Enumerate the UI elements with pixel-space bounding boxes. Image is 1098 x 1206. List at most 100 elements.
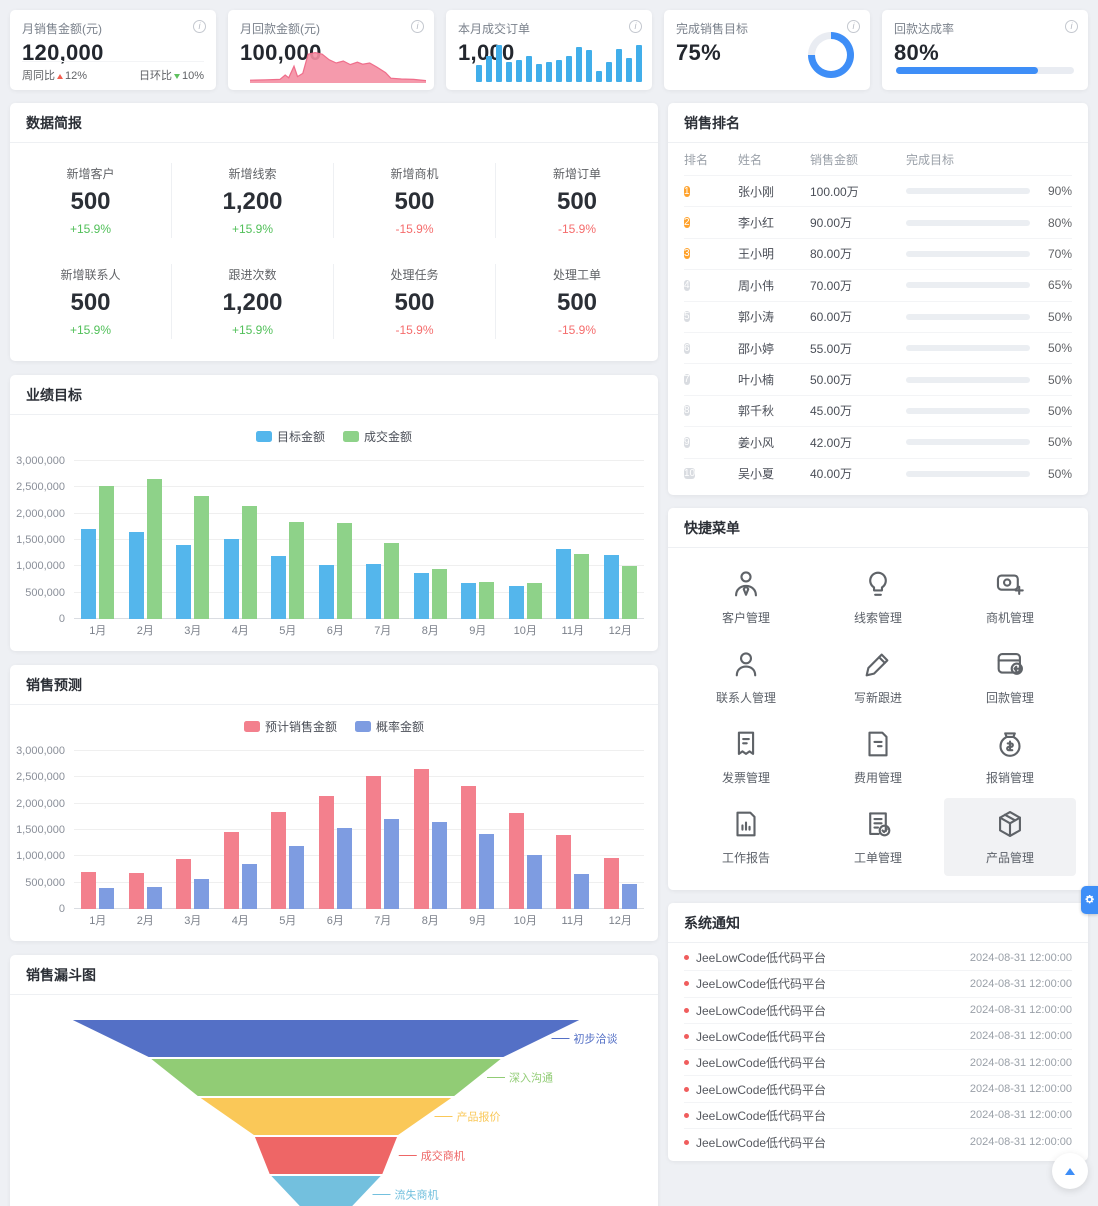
menu-item[interactable]: 报销管理 — [944, 718, 1076, 796]
up-triangle-icon — [57, 74, 63, 79]
salesperson-name: 王小明 — [738, 247, 775, 262]
bar-group — [312, 461, 360, 619]
notice-item[interactable]: JeeLowCode低代码平台 2024-08-31 12:00:00 — [684, 971, 1072, 998]
x-axis-label: 11月 — [561, 915, 584, 927]
notice-time: 2024-08-31 12:00:00 — [969, 1004, 1072, 1017]
menu-item[interactable]: 回款管理 — [944, 638, 1076, 716]
salesperson-name: 郭小涛 — [738, 310, 775, 325]
menu-item-label: 费用管理 — [853, 771, 902, 786]
brief-item-delta: -15.9% — [557, 323, 597, 337]
area-sparkline-chart — [249, 39, 427, 85]
notice-item[interactable]: JeeLowCode低代码平台 2024-08-31 12:00:00 — [684, 1103, 1072, 1129]
rank-badge-cell: 6 — [684, 340, 738, 357]
progress-track — [906, 250, 1030, 257]
notice-item[interactable]: JeeLowCode低代码平台 2024-08-31 12:00:00 — [684, 1050, 1072, 1077]
brief-item-delta: -15.9% — [557, 222, 597, 236]
target-progress — [906, 376, 1030, 383]
ranking-row: 4 周小伟 70.00万 65% — [684, 269, 1072, 300]
menu-item[interactable]: 发票管理 — [680, 718, 812, 796]
package-box-icon — [993, 807, 1027, 841]
x-axis-label: 7月 — [374, 625, 392, 637]
brief-item: 处理工单 500 -15.9% — [496, 264, 658, 339]
left-column: 数据简报 新增客户 500 +15.9% 新增线索 1,200 +15.9% 新增商机 500… — [10, 103, 658, 1206]
y-tick-label: 2,500,000 — [16, 771, 65, 784]
notice-time: 2024-08-31 12:00:00 — [969, 951, 1072, 964]
info-icon[interactable]: i — [193, 20, 206, 33]
rank-badge-cell: 9 — [684, 434, 738, 451]
bar-series-1 — [479, 834, 495, 909]
gridline — [74, 539, 644, 540]
notice-item[interactable]: JeeLowCode低代码平台 2024-08-31 12:00:00 — [684, 1024, 1072, 1051]
notice-item[interactable]: JeeLowCode低代码平台 2024-08-31 12:00:00 — [684, 945, 1072, 972]
menu-item[interactable]: 联系人管理 — [680, 638, 812, 716]
notice-left: JeeLowCode低代码平台 — [684, 949, 826, 966]
back-to-top-button[interactable] — [1052, 1153, 1088, 1189]
menu-item[interactable]: 线索管理 — [812, 558, 944, 636]
stat-card-collection-rate: 回款达成率 i 80% — [882, 10, 1088, 90]
brief-item-delta: +15.9% — [69, 222, 112, 236]
legend-item[interactable]: 目标金额 — [255, 428, 325, 445]
info-icon[interactable]: i — [1065, 20, 1078, 33]
bullet-dot-icon — [684, 981, 689, 987]
down-triangle-icon — [173, 74, 180, 79]
x-axis-label: 5月 — [279, 915, 297, 927]
legend-swatch-icon — [255, 430, 272, 442]
bar-series-0 — [556, 549, 572, 619]
bar-series-1 — [431, 822, 447, 909]
notice-item[interactable]: JeeLowCode低代码平台 2024-08-31 12:00:00 — [684, 1076, 1072, 1103]
menu-item[interactable]: 费用管理 — [812, 718, 944, 796]
notice-text: JeeLowCode低代码平台 — [696, 1135, 827, 1150]
brief-item-value: 500 — [394, 289, 435, 316]
menu-item-label: 工作报告 — [721, 851, 770, 866]
legend-item[interactable]: 概率金额 — [355, 718, 424, 735]
bar-series-0 — [318, 565, 334, 619]
legend-label: 概率金额 — [376, 719, 425, 734]
rank-badge-cell: 7 — [684, 371, 738, 388]
legend-item[interactable]: 预计销售金额 — [243, 718, 337, 735]
menu-item[interactable]: 产品管理 — [944, 797, 1076, 876]
plot — [74, 750, 644, 909]
menu-item[interactable]: 工单管理 — [812, 798, 944, 876]
spark-bar — [616, 49, 622, 82]
x-axis-label: 4月 — [231, 915, 249, 927]
brief-item-label: 处理工单 — [552, 268, 601, 282]
brief-item: 新增联系人 500 +15.9% — [10, 264, 172, 339]
menu-item[interactable]: 写新跟进 — [812, 638, 944, 716]
info-icon[interactable]: i — [847, 20, 860, 33]
stat-card-monthly-sales: 月销售金额(元) i 120,000 周同比 12% 日环比 10% — [10, 10, 216, 90]
info-icon[interactable]: i — [411, 20, 424, 33]
settings-tab-button[interactable] — [1081, 886, 1098, 914]
bar-series-0 — [603, 555, 619, 619]
notice-left: JeeLowCode低代码平台 — [684, 1081, 826, 1098]
info-icon[interactable]: i — [629, 20, 642, 33]
legend-item[interactable]: 成交金额 — [343, 428, 412, 445]
x-axis-label: 6月 — [326, 915, 344, 927]
ranking-row: 5 郭小涛 60.00万 50% — [684, 300, 1072, 332]
ranking-row: 2 李小红 90.00万 80% — [684, 206, 1072, 237]
y-tick-label: 1,000,000 — [16, 850, 65, 863]
notice-item[interactable]: JeeLowCode低代码平台 2024-08-31 12:00:00 — [684, 998, 1072, 1024]
menu-item[interactable]: 工作报告 — [680, 798, 812, 876]
notice-item[interactable]: JeeLowCode低代码平台 2024-08-31 12:00:00 — [684, 1129, 1072, 1155]
legend-swatch-icon — [343, 430, 359, 442]
brief-item: 新增商机 500 -15.9% — [334, 163, 496, 238]
x-axis-label: 1月 — [89, 915, 107, 927]
bar-series-0 — [413, 573, 429, 619]
menu-item[interactable]: 客户管理 — [680, 558, 812, 636]
target-progress — [906, 313, 1030, 320]
target-percent: 50% — [1047, 341, 1072, 356]
notice-list: JeeLowCode低代码平台 2024-08-31 12:00:00 JeeLow… — [668, 943, 1088, 1161]
menu-item[interactable]: 商机管理 — [944, 558, 1076, 636]
bar-series-1 — [289, 846, 305, 909]
brief-item-value: 500 — [556, 188, 598, 215]
brief-item-label: 跟进次数 — [228, 268, 277, 282]
x-axis-label: 9月 — [469, 915, 487, 927]
y-tick-label: 0 — [58, 903, 65, 915]
bullet-dot-icon — [684, 1060, 689, 1066]
stat-card-target-completion: 完成销售目标 i 75% — [664, 10, 870, 90]
rank-badge-cell: 2 — [684, 214, 738, 231]
menu-item-label: 线索管理 — [853, 611, 902, 626]
notice-time: 2024-08-31 12:00:00 — [969, 1136, 1072, 1149]
target-progress — [906, 407, 1030, 414]
bar-group — [454, 461, 502, 619]
